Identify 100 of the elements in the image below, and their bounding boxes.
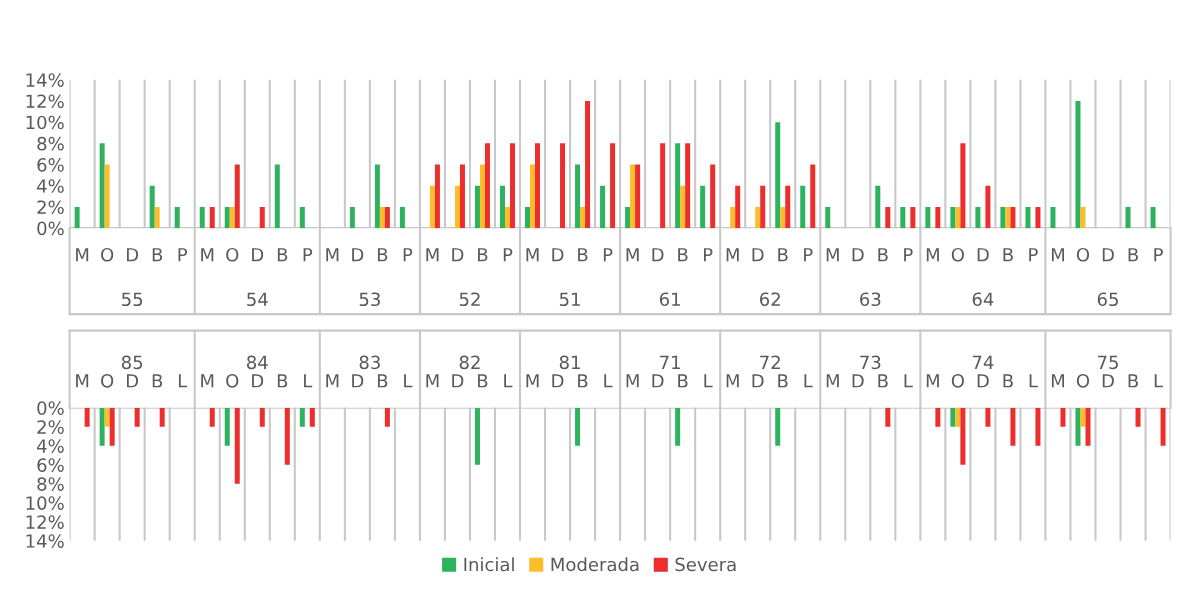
text: 54: [247, 292, 268, 307]
x-tick-label: L: [704, 374, 713, 388]
bar: [1010, 206, 1016, 229]
y-tick-label: 14%: [26, 534, 64, 548]
text: 74: [972, 355, 994, 369]
bar: [800, 185, 806, 229]
bar: [284, 407, 290, 465]
bar: [985, 407, 991, 427]
x-tick-label: L: [178, 374, 188, 388]
bar: [575, 164, 581, 229]
x-tick-label: P: [1029, 248, 1038, 262]
x-tick-label: D: [552, 248, 564, 262]
bar: [349, 206, 355, 229]
bar: [74, 206, 80, 229]
bar: [209, 206, 215, 229]
x-tick-label: M: [201, 374, 214, 388]
bar: [229, 206, 235, 229]
text: 61: [659, 292, 680, 307]
bar: [104, 164, 110, 229]
bar: [99, 407, 105, 446]
x-tick-label: D: [752, 374, 764, 388]
bar: [479, 164, 485, 229]
bar: [504, 206, 510, 229]
bar: [1005, 206, 1011, 229]
x-tick-label: M: [76, 248, 89, 262]
bar: [474, 407, 480, 465]
bar: [1060, 407, 1066, 427]
bar: [224, 206, 230, 229]
bar: [885, 206, 891, 229]
y-tick-label: 10%: [26, 496, 64, 510]
bar: [149, 185, 155, 229]
text: 53: [359, 292, 380, 307]
x-tick-label: M: [426, 374, 439, 388]
bar: [960, 407, 966, 465]
x-tick-label: M: [76, 374, 89, 388]
x-tick-label: M: [1051, 248, 1064, 262]
x-tick-label: B: [578, 374, 588, 388]
bar: [985, 185, 991, 229]
bar: [950, 206, 956, 229]
bar: [199, 206, 205, 229]
y-tick-label: 2%: [37, 200, 64, 215]
bar: [775, 407, 781, 446]
bar: [885, 407, 891, 427]
bar: [104, 407, 110, 427]
x-tick-label: B: [1128, 374, 1138, 388]
x-tick-label: B: [878, 248, 888, 262]
bar: [785, 185, 791, 229]
x-tick-label: M: [626, 374, 639, 388]
x-tick-label: D: [252, 248, 264, 262]
x-tick-label: O: [226, 373, 239, 388]
y-tick-label: 8%: [37, 136, 64, 151]
x-tick-label: B: [1128, 248, 1138, 262]
bar: [1035, 407, 1041, 446]
x-tick-label: M: [926, 374, 939, 388]
x-tick-label: M: [626, 248, 639, 262]
bar: [1080, 407, 1086, 427]
x-tick-label: B: [478, 248, 488, 262]
x-tick-label: M: [326, 374, 339, 388]
bar: [429, 185, 435, 229]
x-tick-label: O: [1076, 247, 1090, 262]
bar: [109, 407, 115, 446]
x-tick-label: M: [1051, 374, 1064, 388]
bar: [159, 407, 165, 427]
bar: [99, 143, 105, 229]
bar: [1125, 206, 1131, 229]
bar: [374, 164, 380, 229]
bar: [224, 407, 230, 446]
bar: [910, 206, 916, 229]
bar: [660, 143, 666, 229]
bar: [625, 206, 631, 229]
bar: [1160, 407, 1166, 446]
bar: [1135, 407, 1141, 427]
x-tick-label: P: [1154, 248, 1163, 262]
x-tick-label: M: [926, 248, 939, 262]
x-tick-label: O: [1076, 373, 1090, 388]
bar: [530, 164, 536, 229]
bar: [154, 206, 160, 229]
bar: [735, 185, 741, 229]
text: 63: [860, 292, 881, 307]
x-tick-label: O: [951, 247, 964, 262]
text: 81: [559, 355, 580, 370]
bar: [600, 185, 606, 229]
bar: [635, 164, 641, 229]
y-tick-label: 12%: [26, 94, 64, 109]
bar: [1075, 100, 1081, 229]
text: 52: [459, 292, 480, 307]
x-tick-label: D: [652, 374, 664, 388]
bar: [760, 185, 766, 229]
x-tick-label: B: [478, 374, 488, 388]
x-tick-label: B: [277, 248, 288, 262]
bar: [234, 407, 240, 484]
bar: [434, 164, 440, 229]
bar: [680, 185, 686, 229]
bar: [585, 100, 591, 229]
x-tick-label: P: [603, 248, 613, 262]
x-tick-label: O: [226, 247, 239, 262]
bar: [174, 206, 180, 229]
bar: [454, 185, 460, 229]
bar: [384, 407, 390, 427]
bar: [610, 143, 616, 229]
